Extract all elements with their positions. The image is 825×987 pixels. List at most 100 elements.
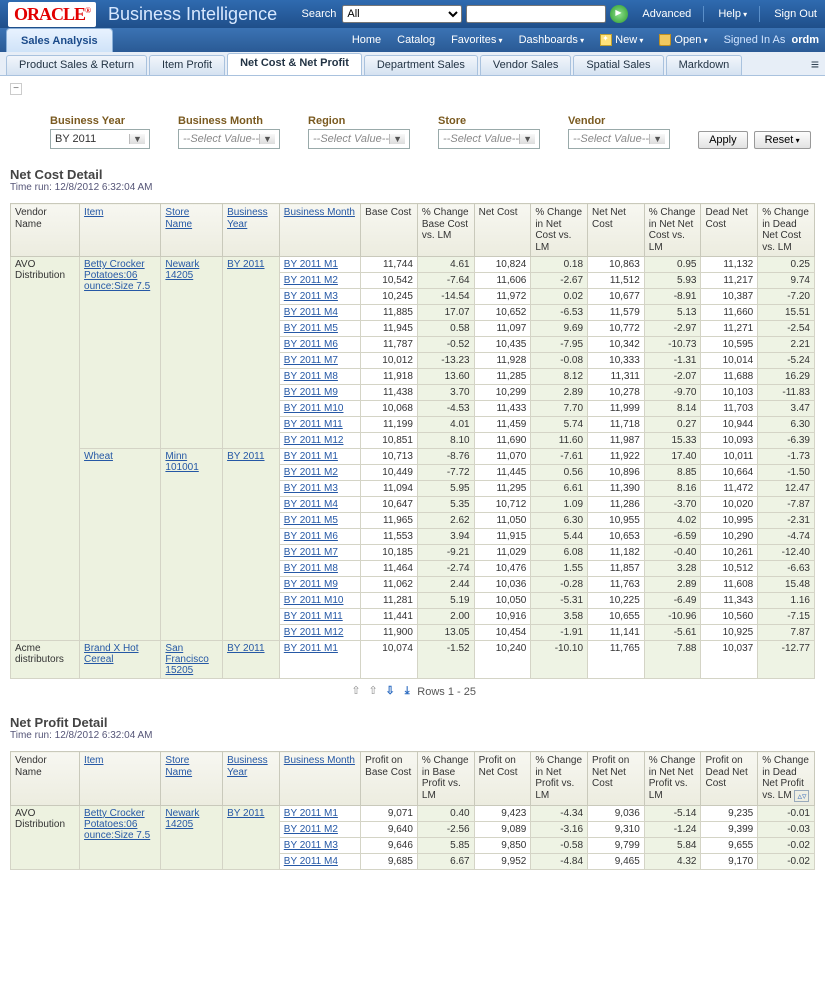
col-c7[interactable]: Profit on Dead Net Cost (701, 752, 758, 806)
filter-vendor-select[interactable]: --Select Value--▼ (568, 129, 670, 149)
store-cell[interactable]: Newark 14205 (161, 257, 223, 449)
page-next-icon[interactable]: ⇩ (383, 685, 397, 699)
item-cell[interactable]: Wheat (80, 449, 161, 641)
col-c5[interactable]: Profit on Net Net Cost (588, 752, 645, 806)
filter-year-select[interactable]: BY 2011▼ (50, 129, 150, 149)
month-cell[interactable]: BY 2011 M4 (279, 497, 360, 513)
month-cell[interactable]: BY 2011 M10 (279, 401, 360, 417)
month-cell[interactable]: BY 2011 M1 (279, 449, 360, 465)
item-cell[interactable]: Brand X Hot Cereal (80, 641, 161, 679)
year-cell[interactable]: BY 2011 (223, 641, 280, 679)
col-pct-net[interactable]: % Change in Net Cost vs. LM (531, 204, 588, 257)
col-c2[interactable]: % Change in Base Profit vs. LM (417, 752, 474, 806)
col-month[interactable]: Business Month (279, 752, 360, 806)
month-cell[interactable]: BY 2011 M11 (279, 417, 360, 433)
col-dead-cost[interactable]: Dead Net Cost (701, 204, 758, 257)
filter-month-select[interactable]: --Select Value--▼ (178, 129, 280, 149)
tab-product-sales-return[interactable]: Product Sales & Return (6, 55, 147, 75)
col-vendor[interactable]: Vendor Name (11, 752, 80, 806)
search-scope-select[interactable]: All (342, 5, 462, 23)
filter-region-select[interactable]: --Select Value--▼ (308, 129, 410, 149)
col-item[interactable]: Item (80, 752, 161, 806)
col-c4[interactable]: % Change in Net Profit vs. LM (531, 752, 588, 806)
month-cell[interactable]: BY 2011 M3 (279, 837, 360, 853)
month-cell[interactable]: BY 2011 M3 (279, 481, 360, 497)
tab-vendor-sales[interactable]: Vendor Sales (480, 55, 571, 75)
month-cell[interactable]: BY 2011 M2 (279, 821, 360, 837)
tab-item-profit[interactable]: Item Profit (149, 55, 225, 75)
store-cell[interactable]: San Francisco 15205 (161, 641, 223, 679)
month-cell[interactable]: BY 2011 M1 (279, 641, 360, 679)
page-prev-icon[interactable]: ⇧ (366, 685, 380, 699)
sort-icon[interactable]: ▵▿ (794, 790, 809, 802)
month-cell[interactable]: BY 2011 M6 (279, 337, 360, 353)
month-cell[interactable]: BY 2011 M2 (279, 465, 360, 481)
nav-open[interactable]: Open (659, 34, 707, 46)
col-pct-dead[interactable]: % Change in Dead Net Cost vs. LM (758, 204, 815, 257)
col-pct-netnet[interactable]: % Change in Net Net Cost vs. LM (644, 204, 701, 257)
month-cell[interactable]: BY 2011 M8 (279, 369, 360, 385)
month-cell[interactable]: BY 2011 M5 (279, 321, 360, 337)
dashboard-tab[interactable]: Sales Analysis (6, 28, 113, 52)
col-vendor[interactable]: Vendor Name (11, 204, 80, 257)
col-store[interactable]: Store Name (161, 752, 223, 806)
month-cell[interactable]: BY 2011 M9 (279, 577, 360, 593)
store-cell[interactable]: Newark 14205 (161, 805, 223, 869)
page-first-icon[interactable]: ⇧ (349, 685, 363, 699)
search-go-button[interactable] (610, 5, 628, 23)
month-cell[interactable]: BY 2011 M4 (279, 305, 360, 321)
col-pct-base[interactable]: % Change Base Cost vs. LM (417, 204, 474, 257)
advanced-link[interactable]: Advanced (642, 8, 691, 20)
month-cell[interactable]: BY 2011 M1 (279, 805, 360, 821)
month-cell[interactable]: BY 2011 M1 (279, 257, 360, 273)
month-cell[interactable]: BY 2011 M6 (279, 529, 360, 545)
nav-catalog[interactable]: Catalog (397, 34, 435, 46)
sign-out-link[interactable]: Sign Out (774, 8, 817, 20)
apply-button[interactable]: Apply (698, 131, 748, 149)
month-cell[interactable]: BY 2011 M4 (279, 853, 360, 869)
item-cell[interactable]: Betty Crocker Potatoes:06 ounce:Size 7.5 (80, 805, 161, 869)
page-last-icon[interactable]: ⤓ (400, 685, 414, 699)
month-cell[interactable]: BY 2011 M3 (279, 289, 360, 305)
tab-markdown[interactable]: Markdown (666, 55, 743, 75)
month-cell[interactable]: BY 2011 M12 (279, 433, 360, 449)
month-cell[interactable]: BY 2011 M9 (279, 385, 360, 401)
month-cell[interactable]: BY 2011 M5 (279, 513, 360, 529)
col-item[interactable]: Item (80, 204, 161, 257)
col-netnet-cost[interactable]: Net Net Cost (588, 204, 645, 257)
month-cell[interactable]: BY 2011 M10 (279, 593, 360, 609)
col-c8[interactable]: % Change in Dead Net Profit vs. LM ▵▿ (758, 752, 815, 806)
col-base-cost[interactable]: Base Cost (361, 204, 418, 257)
nav-home[interactable]: Home (352, 34, 381, 46)
store-cell[interactable]: Minn 101001 (161, 449, 223, 641)
month-cell[interactable]: BY 2011 M12 (279, 625, 360, 641)
month-cell[interactable]: BY 2011 M7 (279, 353, 360, 369)
year-cell[interactable]: BY 2011 (223, 805, 280, 869)
year-cell[interactable]: BY 2011 (223, 449, 280, 641)
tab-department-sales[interactable]: Department Sales (364, 55, 478, 75)
filter-store-select[interactable]: --Select Value--▼ (438, 129, 540, 149)
col-c3[interactable]: Profit on Net Cost (474, 752, 531, 806)
year-cell[interactable]: BY 2011 (223, 257, 280, 449)
collapse-filters-icon[interactable]: − (10, 83, 22, 95)
col-c6[interactable]: % Change in Net Net Profit vs. LM (644, 752, 701, 806)
col-store[interactable]: Store Name (161, 204, 223, 257)
item-cell[interactable]: Betty Crocker Potatoes:06 ounce:Size 7.5 (80, 257, 161, 449)
nav-favorites[interactable]: Favorites (451, 34, 503, 46)
col-month[interactable]: Business Month (279, 204, 360, 257)
col-net-cost[interactable]: Net Cost (474, 204, 531, 257)
reset-button[interactable]: Reset (754, 131, 811, 149)
month-cell[interactable]: BY 2011 M8 (279, 561, 360, 577)
nav-new[interactable]: New (600, 34, 643, 46)
col-c1[interactable]: Profit on Base Cost (361, 752, 418, 806)
col-year[interactable]: Business Year (223, 204, 280, 257)
page-options-icon[interactable]: ≡ (811, 56, 819, 72)
month-cell[interactable]: BY 2011 M11 (279, 609, 360, 625)
nav-dashboards[interactable]: Dashboards (519, 34, 585, 46)
search-input[interactable] (466, 5, 606, 23)
month-cell[interactable]: BY 2011 M7 (279, 545, 360, 561)
month-cell[interactable]: BY 2011 M2 (279, 273, 360, 289)
tab-spatial-sales[interactable]: Spatial Sales (573, 55, 663, 75)
col-year[interactable]: Business Year (223, 752, 280, 806)
tab-net-cost-net-profit[interactable]: Net Cost & Net Profit (227, 53, 362, 75)
